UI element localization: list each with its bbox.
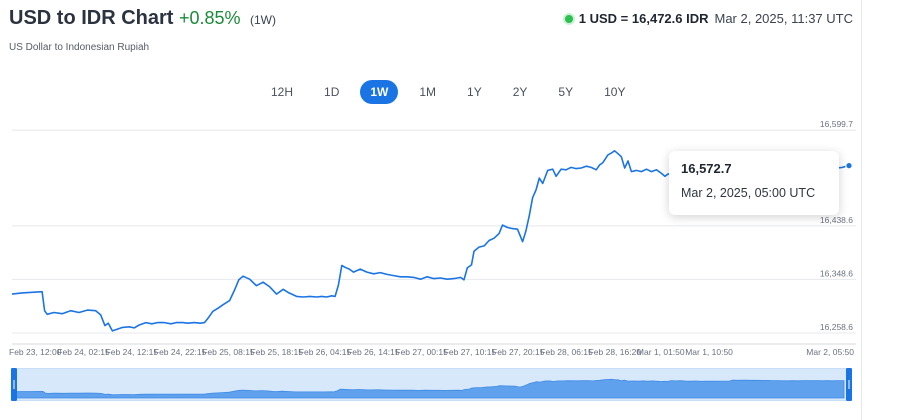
x-tick-label: Feb 24, 12:15 xyxy=(106,347,159,357)
current-rate: 1 USD = 16,472.6 IDR xyxy=(578,11,709,26)
x-tick-label: Feb 27, 00:15 xyxy=(395,347,448,357)
tab-1y[interactable]: 1Y xyxy=(467,85,482,99)
x-tick-label: Feb 27, 20:15 xyxy=(492,347,545,357)
x-tick-label: Feb 28, 06:15 xyxy=(540,347,593,357)
chart-subtitle: US Dollar to Indonesian Rupiah xyxy=(9,42,150,53)
tooltip-value: 16,572.7 xyxy=(681,161,732,176)
tab-5y[interactable]: 5Y xyxy=(558,85,574,99)
change-percent: +0.85% xyxy=(179,8,241,28)
x-tick-label: Feb 26, 14:15 xyxy=(347,347,400,357)
x-tick-label: Mar 1, 10:50 xyxy=(685,347,733,357)
hover-marker xyxy=(845,161,853,170)
x-tick-label: Feb 23, 12:00 xyxy=(9,347,62,357)
tab-2y[interactable]: 2Y xyxy=(512,85,528,99)
x-tick-label: Feb 24, 02:15 xyxy=(57,347,110,357)
live-indicator-icon xyxy=(564,14,573,23)
y-tick-label: 16,438.6 xyxy=(820,215,853,225)
x-tick-label: Feb 25, 18:15 xyxy=(251,347,304,357)
y-tick-label: 16,348.6 xyxy=(820,268,853,278)
page-title: USD to IDR Chart xyxy=(9,7,174,29)
x-tick-label: Feb 24, 22:15 xyxy=(154,347,207,357)
tab-1d[interactable]: 1D xyxy=(324,85,340,99)
x-tick-label: Mar 2, 05:50 xyxy=(806,347,854,357)
x-tick-label: Feb 28, 16:20 xyxy=(589,347,642,357)
rate-timestamp: Mar 2, 2025, 11:37 UTC xyxy=(714,11,854,26)
x-tick-label: Feb 26, 04:15 xyxy=(299,347,352,357)
panel-divider xyxy=(861,0,862,420)
range-navigator[interactable] xyxy=(11,368,852,401)
x-tick-label: Mar 1, 01:50 xyxy=(637,347,685,357)
tab-1m[interactable]: 1M xyxy=(419,85,437,99)
tab-12h[interactable]: 12H xyxy=(271,85,294,99)
y-tick-label: 16,258.6 xyxy=(820,322,853,332)
live-rate: 1 USD = 16,472.6 IDR Mar 2, 2025, 11:37 … xyxy=(564,11,854,26)
x-tick-label: Feb 25, 08:15 xyxy=(202,347,255,357)
y-tick-label: 16,599.7 xyxy=(820,119,853,129)
chart-tooltip: 16,572.7 Mar 2, 2025, 05:00 UTC xyxy=(669,151,839,215)
navigator-area xyxy=(12,378,845,399)
range-tabs: 12H 1D 1W 1M 1Y 2Y 5Y 10Y xyxy=(261,80,646,104)
chart-header: USD to IDR Chart +0.85% (1W) 1 USD = 16,… xyxy=(9,7,859,33)
change-period: (1W) xyxy=(250,13,276,27)
tab-1w[interactable]: 1W xyxy=(360,80,399,104)
x-tick-label: Feb 27, 10:15 xyxy=(444,347,497,357)
tab-10y[interactable]: 10Y xyxy=(604,85,626,99)
tooltip-date: Mar 2, 2025, 05:00 UTC xyxy=(681,186,816,200)
